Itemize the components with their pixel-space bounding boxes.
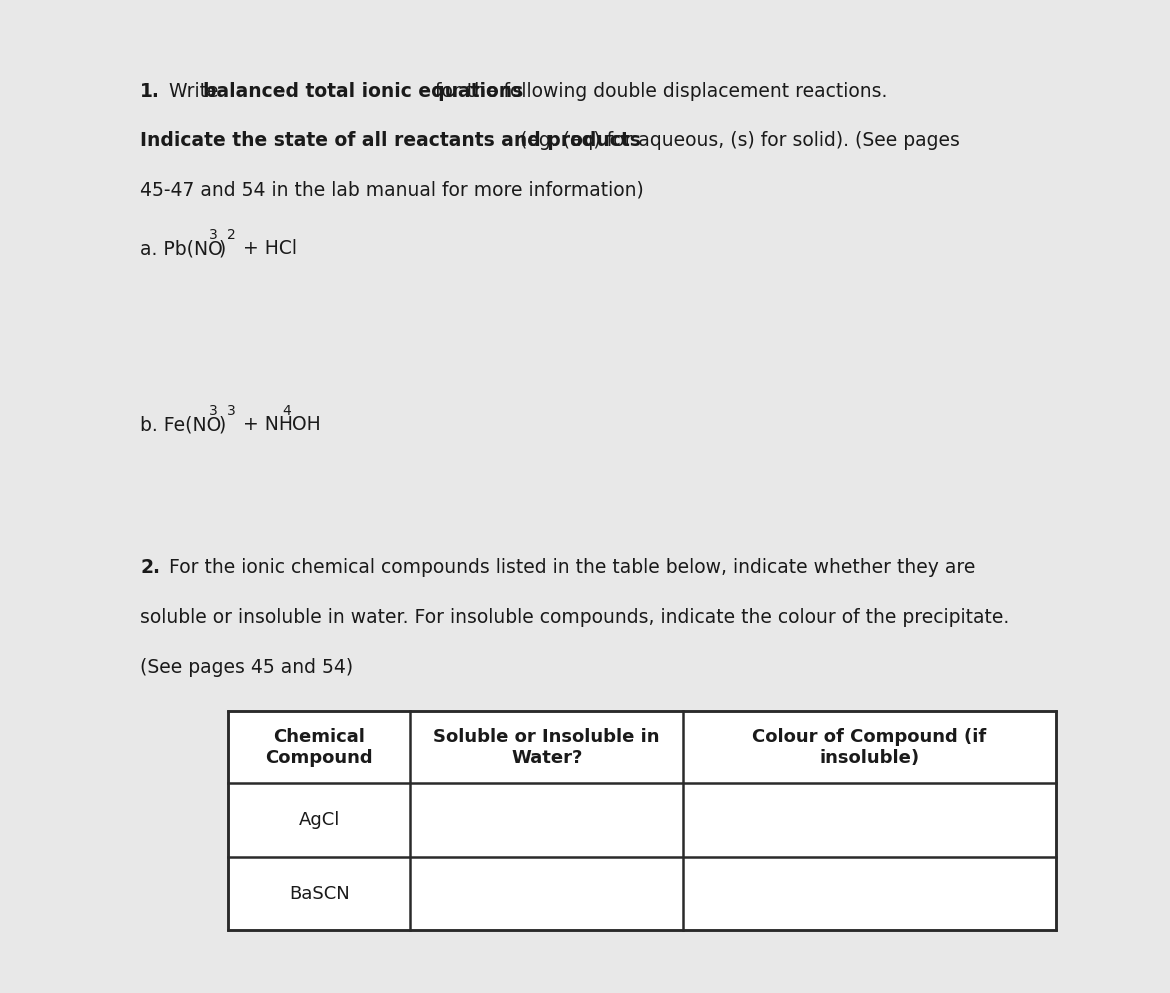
Text: + HCl: + HCl <box>238 239 297 258</box>
Text: a. Pb(NO: a. Pb(NO <box>140 239 223 258</box>
Text: 2: 2 <box>227 227 236 241</box>
Text: AgCl: AgCl <box>298 811 339 829</box>
Text: soluble or insoluble in water. For insoluble compounds, indicate the colour of t: soluble or insoluble in water. For insol… <box>140 608 1010 627</box>
Text: Write: Write <box>170 81 225 101</box>
Text: ): ) <box>219 415 226 435</box>
Text: ): ) <box>219 239 226 258</box>
Text: 3: 3 <box>208 227 218 241</box>
Text: 3: 3 <box>227 404 236 418</box>
Text: 4: 4 <box>282 404 290 418</box>
Bar <box>228 711 1055 930</box>
Text: + NH: + NH <box>238 415 294 435</box>
Text: For the ionic chemical compounds listed in the table below, indicate whether the: For the ionic chemical compounds listed … <box>170 558 976 578</box>
Text: b. Fe(NO: b. Fe(NO <box>140 415 221 435</box>
Text: OH: OH <box>292 415 321 435</box>
Text: Colour of Compound (if
insoluble): Colour of Compound (if insoluble) <box>752 728 986 767</box>
Text: 1.: 1. <box>140 81 160 101</box>
Text: Chemical
Compound: Chemical Compound <box>266 728 373 767</box>
Text: Soluble or Insoluble in
Water?: Soluble or Insoluble in Water? <box>433 728 660 767</box>
Text: 45-47 and 54 in the lab manual for more information): 45-47 and 54 in the lab manual for more … <box>140 181 644 200</box>
Text: BaSCN: BaSCN <box>289 885 350 903</box>
Text: (See pages 45 and 54): (See pages 45 and 54) <box>140 657 353 676</box>
Text: for the following double displacement reactions.: for the following double displacement re… <box>429 81 887 101</box>
Text: 3: 3 <box>208 404 218 418</box>
Text: (eg. (aq) for aqueous, (s) for solid). (See pages: (eg. (aq) for aqueous, (s) for solid). (… <box>514 131 959 150</box>
Text: balanced total ionic equations: balanced total ionic equations <box>204 81 524 101</box>
Text: Indicate the state of all reactants and products: Indicate the state of all reactants and … <box>140 131 641 150</box>
Text: 2.: 2. <box>140 558 160 578</box>
